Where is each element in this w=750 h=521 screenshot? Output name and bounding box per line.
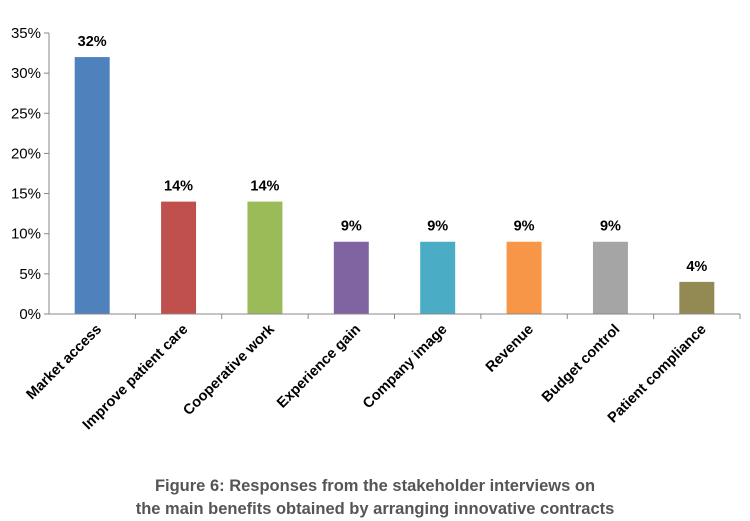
data-label: 32% (78, 34, 107, 50)
bar-company-image (420, 241, 456, 314)
y-axis: 0% 5% 10% 15% 20% 25% 30% 35% (11, 25, 49, 323)
bars-group (74, 57, 715, 314)
bar-revenue (506, 241, 542, 314)
figure-caption-line-2: the main benefits obtained by arranging … (135, 500, 615, 518)
data-label: 9% (600, 219, 621, 235)
x-category-label: Cooperative work (180, 321, 278, 419)
x-category-label: Market access (24, 322, 105, 403)
data-label: 14% (164, 179, 193, 195)
data-label: 9% (427, 219, 448, 235)
x-category-label: Patient compliance (605, 322, 710, 427)
y-tick-label: 15% (11, 186, 41, 203)
y-tick-label: 5% (19, 266, 41, 283)
bar-market-access (74, 57, 110, 314)
bar-cooperative-work (247, 201, 283, 314)
y-tick-label: 35% (11, 25, 41, 42)
x-category-label: Experience gain (274, 322, 364, 412)
bar-budget-control (592, 241, 628, 314)
figure-caption-line-1: Figure 6: Responses from the stakeholder… (154, 477, 596, 495)
data-labels-group: 32% 14% 14% 9% 9% 9% 9% 4% (78, 34, 708, 275)
bar-experience-gain (333, 241, 369, 314)
data-label: 9% (514, 219, 535, 235)
data-label: 9% (341, 219, 362, 235)
y-tick-label: 20% (11, 145, 41, 162)
data-label: 14% (250, 179, 279, 195)
x-category-label: Revenue (483, 322, 537, 376)
y-tick-label: 25% (11, 105, 41, 122)
y-tick-label: 0% (19, 306, 41, 323)
bar-patient-compliance (679, 281, 715, 314)
data-label: 4% (686, 259, 707, 275)
bar-improve-patient-care (161, 201, 197, 314)
y-tick-label: 10% (11, 226, 41, 243)
x-category-label: Budget control (539, 322, 623, 406)
y-tick-label: 30% (11, 65, 41, 82)
x-category-label: Company image (360, 322, 451, 413)
bar-chart: 0% 5% 10% 15% 20% 25% 30% 35% 32% 14% 14% 9% 9% 9% 9%… (11, 25, 741, 433)
